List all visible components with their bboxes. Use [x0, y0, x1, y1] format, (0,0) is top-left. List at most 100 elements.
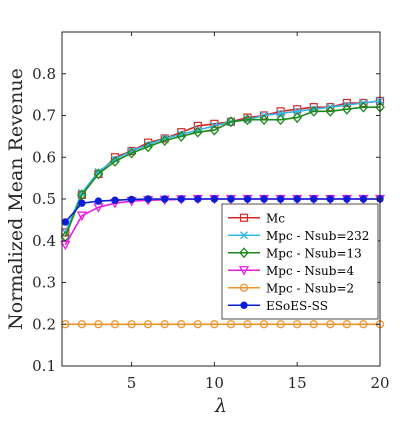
data-point-1-2 — [94, 167, 103, 176]
data-point-2-12 — [259, 114, 269, 126]
legend-marker — [239, 283, 249, 292]
legend-label: Mpc - Nsub=13 — [266, 246, 362, 260]
data-point-2-3 — [110, 155, 120, 167]
legend-entry-4: Mpc - Nsub=2 — [228, 281, 354, 295]
legend-entry-1: Mpc - Nsub=232 — [228, 229, 369, 243]
data-point-4-8 — [193, 320, 202, 329]
y-axis-label: Normalized Mean Revenue — [5, 68, 27, 330]
data-point-0-6 — [160, 134, 169, 143]
data-point-0-17 — [342, 98, 351, 108]
legend-marker — [240, 231, 248, 240]
data-point-4-13 — [276, 320, 285, 329]
data-point-2-5 — [143, 141, 153, 153]
data-point-2-8 — [192, 126, 203, 138]
data-point-5-4 — [127, 195, 136, 204]
data-point-5-17 — [343, 195, 351, 203]
y-tick-label: 0.2 — [32, 315, 56, 333]
data-point-1-3 — [111, 155, 119, 164]
legend-label: Mc — [266, 211, 285, 225]
data-point-5-7 — [177, 195, 185, 203]
data-point-5-5 — [144, 195, 152, 203]
data-point-5-3 — [111, 196, 119, 204]
data-point-3-1 — [76, 211, 87, 222]
legend-marker — [240, 301, 248, 309]
data-point-5-6 — [160, 195, 169, 203]
legend-entry-5: ESoES-SS — [228, 299, 328, 313]
data-point-5-15 — [310, 195, 318, 203]
y-tick-label: 0.3 — [32, 274, 56, 292]
data-point-2-16 — [325, 105, 336, 117]
data-point-5-8 — [194, 195, 202, 203]
data-point-5-10 — [227, 195, 235, 203]
x-tick-label: 15 — [288, 374, 307, 392]
data-point-4-17 — [342, 320, 352, 329]
data-point-4-2 — [94, 320, 103, 329]
y-tick-label: 0.8 — [32, 65, 56, 83]
data-point-2-4 — [126, 147, 137, 159]
data-point-5-1 — [78, 199, 86, 207]
data-point-4-6 — [160, 320, 169, 329]
x-tick-label: 10 — [205, 374, 224, 392]
data-point-5-18 — [359, 195, 368, 203]
data-point-2-1 — [77, 189, 87, 201]
data-point-4-4 — [127, 320, 136, 329]
y-tick-label: 0.5 — [32, 190, 56, 208]
data-point-5-13 — [276, 195, 285, 203]
data-point-4-12 — [259, 320, 269, 329]
data-point-1-4 — [127, 146, 136, 155]
data-point-2-17 — [342, 103, 352, 115]
data-point-4-16 — [326, 320, 335, 329]
data-point-4-1 — [77, 320, 87, 329]
legend-marker — [238, 266, 250, 276]
data-point-1-14 — [293, 107, 302, 116]
legend-entry-2: Mpc - Nsub=13 — [228, 246, 362, 260]
data-point-3-0 — [60, 240, 71, 251]
x-axis-label: λ — [214, 395, 227, 417]
data-point-5-16 — [326, 195, 335, 203]
data-point-2-10 — [226, 116, 236, 128]
data-point-4-11 — [243, 320, 252, 329]
series-line-1 — [64, 100, 381, 233]
legend-marker — [239, 247, 249, 259]
data-point-4-14 — [293, 320, 302, 329]
data-point-4-15 — [309, 320, 318, 329]
data-point-2-6 — [159, 135, 170, 147]
y-tick-label: 0.4 — [32, 232, 56, 250]
data-point-2-15 — [308, 105, 319, 117]
data-point-5-0 — [61, 218, 70, 226]
legend-label: ESoES-SS — [266, 299, 328, 313]
y-tick-label: 0.7 — [32, 107, 56, 125]
data-point-4-7 — [177, 320, 186, 329]
data-point-2-2 — [93, 168, 104, 180]
series-2 — [60, 101, 385, 243]
series-4 — [61, 320, 385, 329]
data-point-2-13 — [275, 114, 286, 126]
data-point-1-1 — [77, 188, 86, 197]
data-point-5-14 — [293, 195, 301, 203]
series-5 — [61, 195, 384, 226]
legend-label: Mpc - Nsub=232 — [266, 229, 369, 243]
data-point-5-9 — [210, 195, 219, 203]
data-point-4-9 — [210, 320, 219, 329]
data-point-5-11 — [243, 195, 252, 203]
legend-entry-0: Mc — [228, 211, 285, 225]
data-point-0-11 — [243, 113, 252, 122]
legend: Mc Mpc - Nsub=232 Mpc - Nsub=13 Mpc - Nsub=… — [221, 203, 379, 320]
data-point-4-10 — [226, 320, 236, 329]
x-tick-label: 5 — [127, 374, 137, 392]
y-tick-label: 0.6 — [32, 148, 56, 166]
data-point-2-14 — [292, 112, 303, 124]
data-point-2-9 — [209, 124, 220, 136]
series-layer — [60, 96, 386, 329]
legend-label: Mpc - Nsub=2 — [266, 281, 354, 295]
data-point-4-18 — [359, 320, 368, 329]
legend-entry-3: Mpc - Nsub=4 — [228, 264, 354, 278]
data-point-5-2 — [94, 197, 103, 205]
data-point-2-18 — [358, 101, 369, 113]
y-tick-label: 0.1 — [32, 357, 56, 375]
data-point-0-9 — [210, 119, 219, 128]
data-point-4-5 — [143, 320, 153, 329]
x-tick-label: 20 — [370, 374, 389, 392]
axes-layer: 5 10 15 20 0.1 0.2 0.3 0.4 0.5 0.6 0.7 0.8 — [32, 31, 390, 392]
